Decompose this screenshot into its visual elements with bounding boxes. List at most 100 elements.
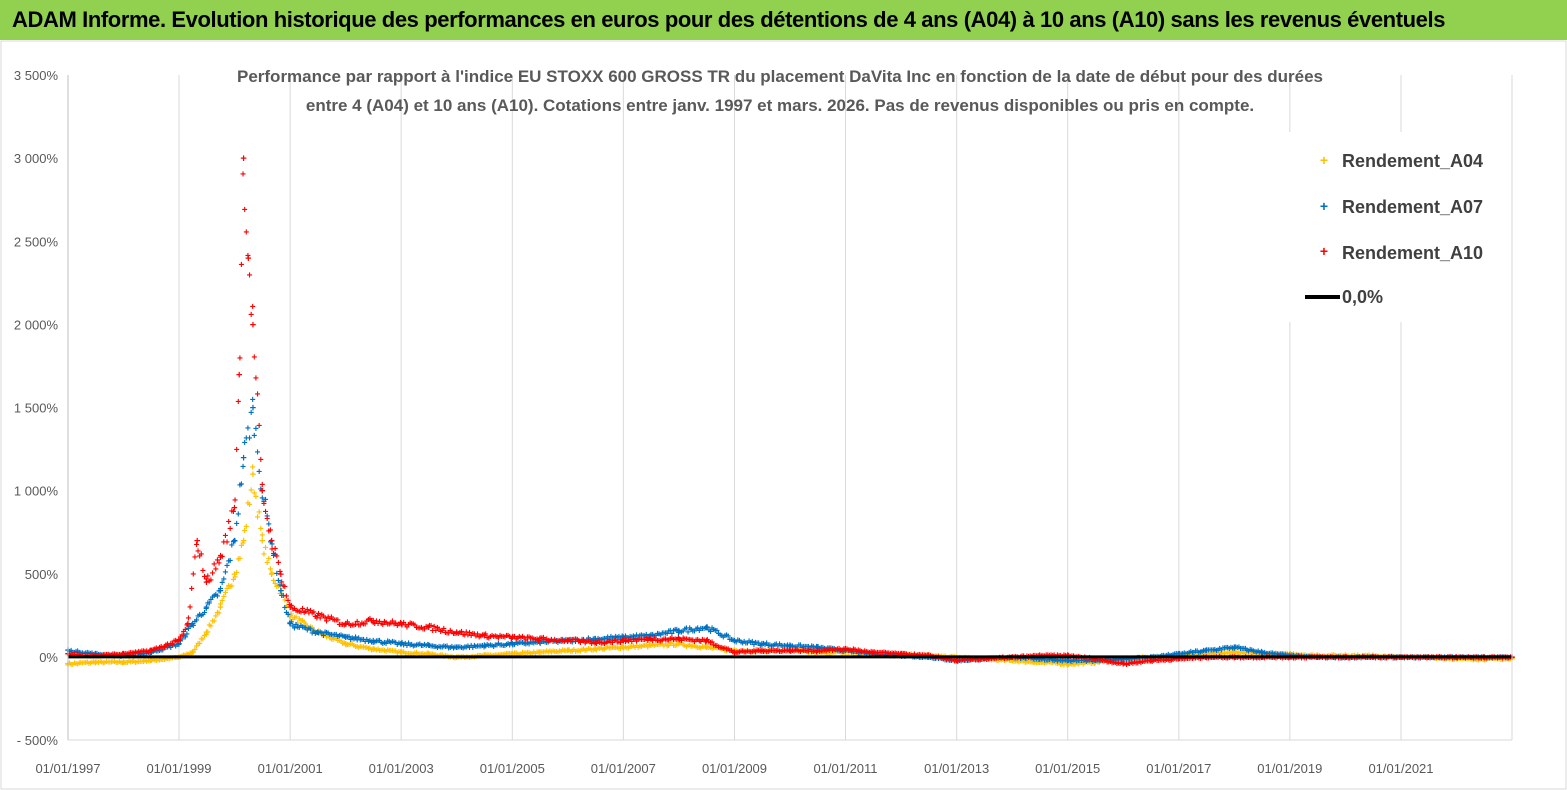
data-point: + <box>960 655 966 666</box>
data-point: + <box>311 627 317 638</box>
data-point: + <box>433 626 439 637</box>
data-point: + <box>1483 655 1489 666</box>
data-point: + <box>719 631 725 642</box>
data-point: + <box>1003 654 1009 665</box>
data-point: + <box>470 629 476 640</box>
data-point: + <box>787 645 793 657</box>
data-point: + <box>981 654 987 665</box>
data-point: + <box>173 653 179 664</box>
data-point: + <box>664 635 670 646</box>
data-point: + <box>217 552 223 564</box>
data-point: + <box>664 629 670 640</box>
data-point: + <box>798 641 804 652</box>
data-point: + <box>1104 657 1110 668</box>
data-point: + <box>579 635 585 646</box>
data-point: + <box>908 650 914 661</box>
data-point: + <box>749 647 755 658</box>
data-point: + <box>1016 657 1022 668</box>
data-point: + <box>422 625 428 636</box>
data-point: + <box>1241 644 1247 655</box>
data-point: + <box>626 634 632 645</box>
data-point: + <box>200 635 206 646</box>
data-point: + <box>412 641 418 652</box>
data-point: + <box>1173 649 1179 660</box>
data-point: + <box>486 641 492 652</box>
data-point: + <box>150 645 156 656</box>
data-point: + <box>377 617 383 628</box>
data-point: + <box>1495 654 1501 665</box>
data-point: + <box>711 625 717 636</box>
data-point: + <box>865 648 871 659</box>
data-point: + <box>278 569 284 581</box>
data-point: + <box>1157 655 1163 666</box>
data-point: + <box>531 639 537 650</box>
data-point: + <box>181 627 187 638</box>
data-point: + <box>362 643 368 654</box>
data-point: + <box>205 572 211 583</box>
data-point: + <box>756 639 762 650</box>
data-point: + <box>312 628 318 639</box>
data-point: + <box>453 642 459 654</box>
data-point: + <box>855 648 861 659</box>
data-point: + <box>288 609 294 620</box>
data-point: + <box>985 655 991 666</box>
data-point: + <box>613 643 619 654</box>
data-point: + <box>301 608 307 619</box>
data-point: + <box>354 617 360 628</box>
data-point: + <box>1082 658 1088 669</box>
data-point: + <box>320 631 326 642</box>
data-point: + <box>955 656 961 667</box>
data-point: + <box>635 632 641 643</box>
data-point: + <box>680 626 686 637</box>
data-point: + <box>698 643 704 654</box>
data-point: + <box>1347 653 1353 664</box>
data-point: + <box>1185 649 1191 660</box>
data-point: + <box>865 648 871 659</box>
data-point: + <box>444 641 450 652</box>
data-point: + <box>1055 656 1061 667</box>
data-point: + <box>359 635 365 646</box>
data-point: + <box>867 648 873 659</box>
data-point: + <box>793 642 799 653</box>
data-point: + <box>639 635 645 646</box>
data-point: + <box>963 653 969 664</box>
data-point: + <box>343 620 349 631</box>
data-point: + <box>1416 654 1422 665</box>
data-point: + <box>537 639 543 650</box>
data-point: + <box>985 654 991 665</box>
data-point: + <box>409 640 415 651</box>
data-point: + <box>719 644 725 655</box>
data-point: + <box>823 644 829 655</box>
data-point: + <box>875 648 881 659</box>
data-point: + <box>826 648 832 659</box>
data-point: + <box>479 631 485 642</box>
data-point: + <box>68 646 74 657</box>
data-point: + <box>1019 654 1025 665</box>
data-point: + <box>425 640 431 652</box>
data-point: + <box>231 537 237 548</box>
data-point: + <box>1037 655 1043 666</box>
data-point: + <box>696 637 702 648</box>
data-point: + <box>452 653 458 664</box>
data-point: + <box>801 646 807 657</box>
data-point: + <box>520 648 526 659</box>
data-point: + <box>189 584 195 595</box>
data-point: + <box>526 648 532 659</box>
data-point: + <box>296 607 302 618</box>
data-point: + <box>667 626 673 637</box>
data-point: + <box>851 645 857 656</box>
data-point: + <box>219 596 225 607</box>
data-point: + <box>709 623 715 634</box>
data-point: + <box>354 642 360 653</box>
data-point: + <box>314 628 320 639</box>
data-point: + <box>263 543 269 554</box>
data-point: + <box>904 650 910 661</box>
data-point: + <box>431 622 437 633</box>
data-point: + <box>693 642 699 653</box>
data-point: + <box>284 601 290 612</box>
data-point: + <box>295 619 301 630</box>
data-point: + <box>160 655 166 666</box>
data-point: + <box>597 635 603 646</box>
data-point: + <box>745 639 751 650</box>
data-point: + <box>226 517 232 528</box>
